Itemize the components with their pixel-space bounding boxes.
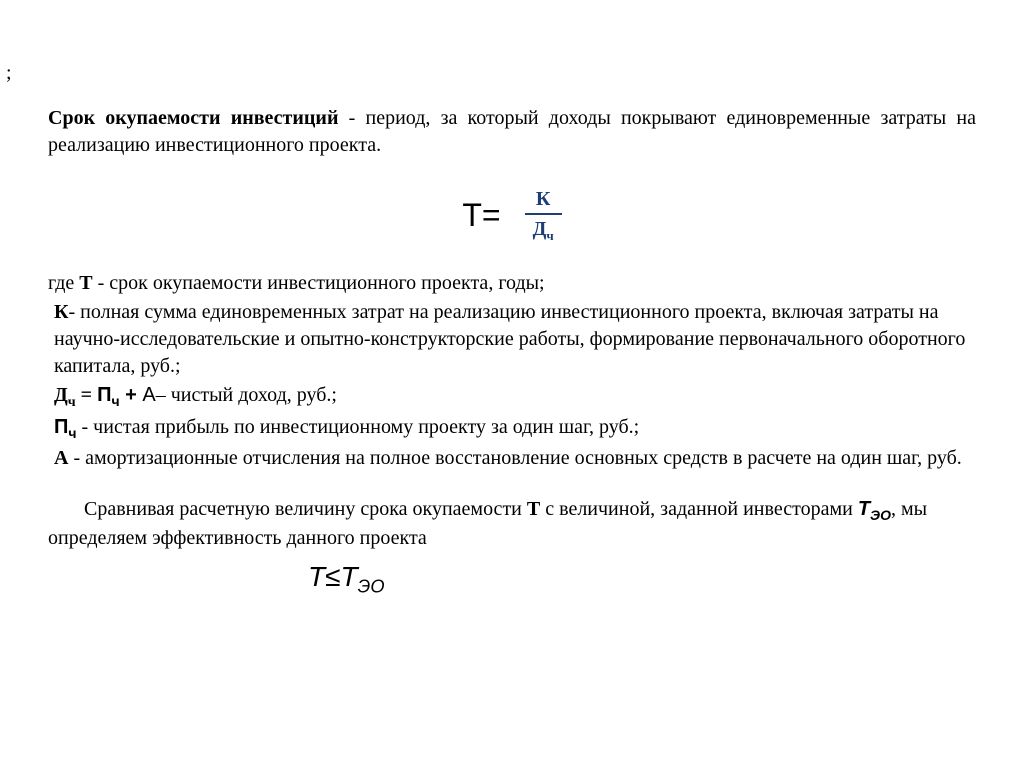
conclusion-block: Сравнивая расчетную величину срока окупа…: [48, 496, 976, 599]
def-Pch2-post: - чистая прибыль по инвестиционному прое…: [82, 416, 640, 438]
def-Dch-post: – чистый доход, руб.;: [156, 384, 337, 406]
def-A: А - амортизационные отчисления на полное…: [48, 445, 976, 472]
def-Dch: Дч = Пч + А– чистый доход, руб.;: [48, 382, 976, 413]
conclusion-para: Сравнивая расчетную величину срока окупа…: [48, 496, 976, 552]
def-Dch-sub: ч: [68, 395, 76, 410]
denom-sub: ч: [546, 228, 553, 243]
def-Pch-sub: ч: [111, 393, 119, 409]
def-Dch-plus: +: [120, 384, 143, 406]
def-Pch2-sub: ч: [68, 425, 76, 441]
def-Pch-P: П: [97, 384, 111, 406]
fraction-denominator: Дч: [525, 215, 562, 244]
formula-fraction: К Дч: [525, 187, 562, 244]
def-T-post: - срок окупаемости инвестиционного проек…: [93, 272, 545, 294]
lead-paragraph: Срок окупаемости инвестиций - период, за…: [48, 105, 976, 159]
ineq-op: ≤: [325, 561, 340, 592]
conc-Teo-sub: ЭО: [870, 507, 891, 523]
ineq-left: T: [308, 561, 325, 592]
stray-semicolon: ;: [6, 60, 12, 87]
conc-T: Т: [527, 498, 540, 520]
def-K: К- полная сумма единовременных затрат на…: [48, 299, 976, 380]
definitions-block: где Т - срок окупаемости инвестиционного…: [48, 270, 976, 473]
document-page: Срок окупаемости инвестиций - период, за…: [0, 0, 1024, 599]
def-A-sym: А: [54, 447, 68, 469]
def-T-sym: Т: [79, 272, 92, 294]
denom-main: Д: [533, 218, 547, 240]
def-Pch2-P: П: [54, 416, 68, 438]
conc-pre: Сравнивая расчетную величину срока окупа…: [84, 498, 527, 520]
inequality: T≤TЭО: [48, 558, 976, 599]
def-K-sym: К: [54, 301, 69, 323]
def-Dch-A: А: [142, 384, 155, 406]
fraction-numerator: К: [528, 187, 559, 213]
def-Dch-eq: =: [76, 384, 97, 406]
def-T-pre: где: [48, 272, 79, 294]
ineq-right: T: [340, 561, 357, 592]
formula-payback: T= К Дч: [48, 187, 976, 244]
conc-Teo-T: Т: [858, 498, 870, 520]
ineq-right-sub: ЭО: [358, 577, 385, 597]
formula-lhs: T=: [462, 194, 500, 237]
def-Dch-D: Д: [54, 384, 68, 406]
term-bold: Срок окупаемости инвестиций: [48, 107, 338, 129]
def-K-post: - полная сумма единовременных затрат на …: [54, 301, 965, 377]
def-Pch: Пч - чистая прибыль по инвестиционному п…: [48, 414, 976, 443]
def-T: где Т - срок окупаемости инвестиционного…: [48, 270, 976, 297]
def-A-post: - амортизационные отчисления на полное в…: [68, 447, 961, 469]
conc-mid: с величиной, заданной инвесторами: [540, 498, 858, 520]
